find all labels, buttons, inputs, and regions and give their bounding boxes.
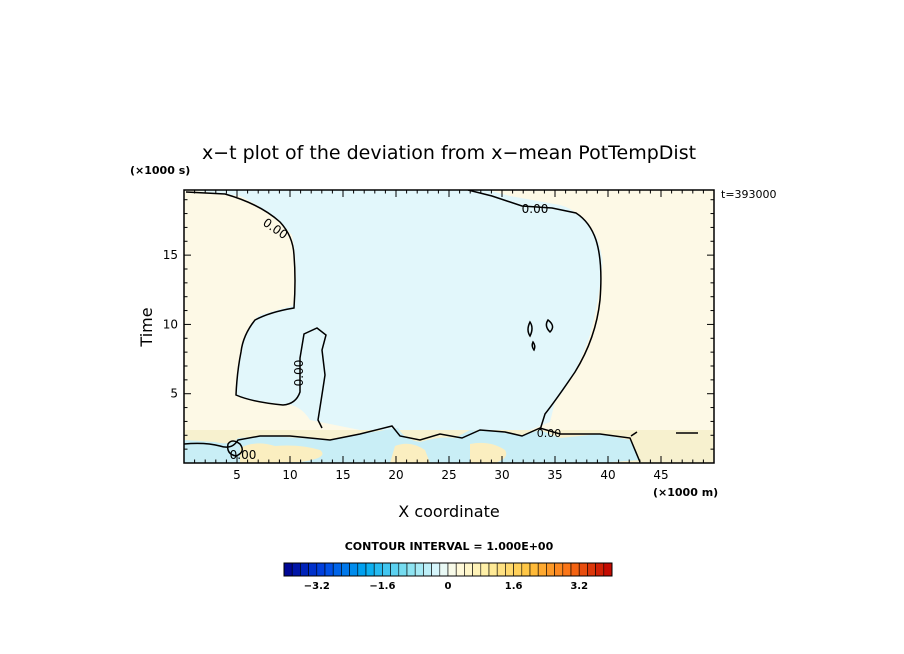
contour-label: 0.00: [230, 448, 257, 462]
colorbar-swatch: [291, 562, 301, 577]
field-positive-right: [548, 190, 714, 430]
contour-fill: [184, 190, 714, 463]
colorbar-swatch: [365, 562, 375, 577]
colorbar-frame: [283, 562, 613, 577]
field-bottom-positive-blobs: [240, 442, 507, 463]
colorbar-swatch: [332, 562, 342, 577]
colorbar-swatch: [423, 562, 432, 577]
x-tick-label: 30: [494, 468, 509, 482]
x-axis-label: X coordinate: [398, 502, 499, 521]
contour-interval-note: CONTOUR INTERVAL = 1.000E+00: [345, 540, 554, 553]
x-tick-label: 20: [388, 468, 403, 482]
y-axis: 5 10 15: [163, 199, 714, 450]
x-unit-label: (×1000 m): [653, 486, 718, 499]
colorbar-tick-label: −3.2: [304, 581, 330, 592]
colorbar-swatch: [316, 562, 326, 577]
colorbar-swatch: [537, 562, 547, 577]
x-tick-label: 5: [233, 468, 241, 482]
colorbar-swatch: [447, 562, 457, 577]
x-tick-label: 25: [441, 468, 456, 482]
contour-label: 0.00: [292, 360, 306, 387]
contour-right-tiny: [630, 431, 698, 437]
y-axis-label: Time: [137, 307, 156, 347]
contour-lines: [184, 190, 698, 463]
colorbar-swatch: [554, 562, 564, 577]
time-annotation: t=393000: [721, 188, 777, 201]
colorbar-tick-label: 3.2: [570, 581, 588, 592]
colorbar-swatch: [382, 562, 391, 577]
colorbar-swatch: [308, 562, 318, 577]
colorbar-tick-label: 0: [445, 581, 452, 592]
colorbar-swatch: [578, 562, 588, 577]
colorbar-swatch: [603, 562, 613, 577]
colorbar-swatch: [521, 562, 531, 577]
colorbar-swatch: [587, 562, 596, 577]
colorbar-swatch: [505, 562, 514, 577]
y-tick-label: 10: [163, 317, 178, 331]
x-tick-label: 45: [653, 468, 668, 482]
contour-label: 0.00: [537, 427, 562, 440]
colorbar: −3.2 −1.6 0 1.6 3.2: [283, 562, 613, 592]
y-unit-label: (×1000 s): [130, 164, 190, 177]
colorbar-swatch: [546, 562, 555, 577]
colorbar-swatch: [390, 562, 400, 577]
x-axis: 5 10 15 20 25 30 35 40 45: [194, 190, 704, 482]
x-tick-label: 40: [600, 468, 615, 482]
colorbar-swatch: [472, 562, 482, 577]
contour-zero-left: [185, 191, 327, 429]
colorbar-swatch: [480, 562, 490, 577]
colorbar-tick-label: −1.6: [369, 581, 395, 592]
colorbar-swatch: [398, 562, 408, 577]
colorbar-swatch: [439, 562, 449, 577]
colorbar-swatch: [406, 562, 416, 577]
y-tick-label: 15: [163, 248, 178, 262]
contour-bottom-wiggle: [184, 425, 641, 463]
colorbar-swatch: [349, 562, 359, 577]
y-tick-label: 5: [170, 387, 178, 401]
x-tick-label: 10: [282, 468, 297, 482]
x-tick-label: 15: [335, 468, 350, 482]
field-negative-upper-lobe: [190, 190, 604, 430]
colorbar-swatch: [488, 562, 498, 577]
colorbar-swatch: [529, 562, 539, 577]
contour-bottom-left-loop: [226, 440, 243, 457]
colorbar-swatch: [562, 562, 572, 577]
contour-label: 0.00: [522, 202, 549, 216]
colorbar-swatch: [513, 562, 523, 577]
colorbar-swatch: [455, 562, 465, 577]
colorbar-swatch: [373, 562, 383, 577]
colorbar-swatch: [357, 562, 367, 577]
colorbar-swatch: [300, 562, 309, 577]
colorbar-swatch: [341, 562, 350, 577]
colorbar-swatch: [324, 562, 334, 577]
contour-small-loops: [527, 318, 554, 352]
colorbar-swatch: [464, 562, 473, 577]
colorbar-swatch: [595, 562, 605, 577]
colorbar-swatch: [570, 562, 580, 577]
chart-title: x−t plot of the deviation from x−mean Po…: [202, 142, 696, 164]
contour-zero-right: [467, 190, 602, 431]
x-tick-label: 35: [547, 468, 562, 482]
colorbar-tick-label: 1.6: [505, 581, 523, 592]
colorbar-swatch: [431, 562, 441, 577]
colorbar-swatch: [283, 562, 293, 577]
colorbar-swatch: [414, 562, 424, 577]
colorbar-swatch: [496, 562, 506, 577]
